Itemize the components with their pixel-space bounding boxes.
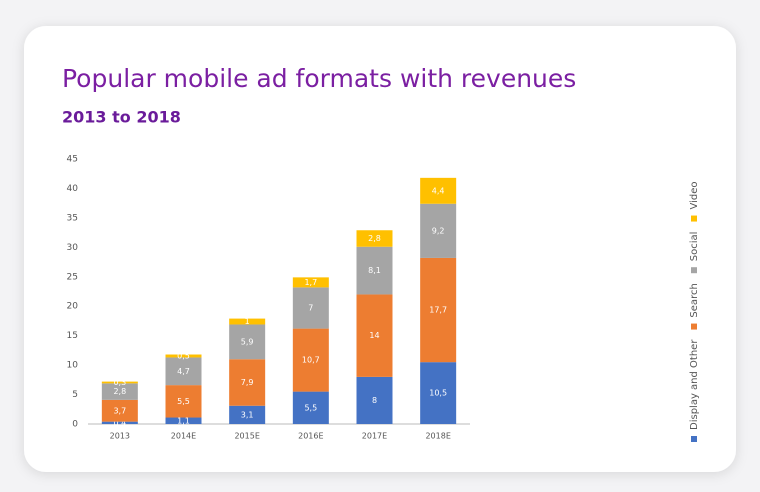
data-label: 2,8 — [368, 234, 381, 243]
legend-swatch — [691, 436, 697, 442]
legend-label: Social — [689, 232, 700, 262]
data-label: 0,3 — [113, 378, 126, 387]
bar-segment — [229, 359, 266, 406]
data-label: 4,4 — [432, 186, 445, 195]
legend-label: Display and Other — [689, 339, 700, 430]
bar-segment — [165, 385, 202, 418]
data-label: 2,8 — [113, 387, 126, 396]
bar-segment — [101, 383, 138, 400]
legend-label: Video — [689, 182, 700, 210]
legend-swatch — [691, 267, 697, 274]
data-label: 0,5 — [177, 351, 190, 360]
bar-segment — [420, 257, 457, 363]
data-label: 8 — [372, 396, 377, 405]
bar-segment — [165, 417, 202, 424]
data-label: 5,9 — [241, 337, 254, 346]
bar-segment — [229, 405, 266, 424]
bar-segment — [356, 230, 393, 247]
bar-segment — [356, 376, 393, 424]
y-tick-label: 40 — [67, 184, 79, 194]
y-tick-label: 45 — [67, 155, 78, 165]
bar-segment — [356, 294, 393, 377]
data-label: 1,1 — [177, 416, 190, 425]
data-label: 10,5 — [429, 389, 447, 398]
data-label: 7,9 — [241, 378, 254, 387]
x-tick-label: 2018E — [425, 432, 450, 441]
x-tick-label: 2014E — [171, 432, 196, 441]
data-label: 9,2 — [432, 226, 445, 235]
data-label: 5,5 — [177, 397, 190, 406]
bar-segment — [356, 246, 393, 295]
y-tick-label: 10 — [67, 361, 79, 371]
bar-segment — [292, 391, 329, 424]
bar-segment — [101, 421, 138, 424]
y-tick-label: 5 — [72, 390, 78, 400]
data-label: 8,1 — [368, 266, 381, 275]
data-label: 17,7 — [429, 306, 447, 315]
chart-title: Popular mobile ad formats with revenues — [62, 64, 576, 93]
x-tick-label: 2013 — [110, 432, 130, 441]
legend-swatch — [691, 323, 697, 330]
x-tick-label: 2016E — [298, 432, 323, 441]
data-label: 10,7 — [302, 356, 320, 365]
legend-label: Search — [689, 283, 700, 317]
x-tick-label: 2015E — [234, 432, 259, 441]
chart-subtitle: 2013 to 2018 — [62, 108, 181, 127]
bar-segment — [420, 177, 457, 204]
data-label: 0,4 — [113, 418, 126, 427]
data-label: 14 — [369, 331, 379, 340]
bar-segment — [229, 318, 266, 325]
data-label: 3,7 — [113, 406, 126, 415]
bar-segment — [165, 354, 202, 358]
bar-segment — [292, 287, 329, 329]
data-label: 1,7 — [304, 278, 317, 287]
bar-segment — [101, 381, 138, 384]
y-tick-label: 15 — [67, 331, 78, 341]
data-label: 7 — [308, 303, 313, 312]
y-tick-label: 0 — [72, 420, 78, 430]
y-tick-label: 30 — [67, 243, 79, 253]
bar-segment — [292, 277, 329, 288]
y-tick-label: 35 — [67, 213, 78, 223]
data-label: 3,1 — [241, 410, 254, 419]
y-tick-label: 25 — [67, 272, 78, 282]
data-label: 4,7 — [177, 367, 190, 376]
y-tick-label: 20 — [67, 302, 79, 312]
bar-segment — [420, 362, 457, 424]
bar-segment — [165, 357, 202, 386]
legend-swatch — [691, 215, 697, 222]
data-label: 1 — [245, 317, 250, 326]
x-tick-label: 2017E — [362, 432, 387, 441]
bar-segment — [101, 399, 138, 422]
data-label: 5,5 — [304, 403, 317, 412]
bar-segment — [229, 324, 266, 360]
bar-segment — [420, 203, 457, 258]
bar-segment — [292, 328, 329, 392]
